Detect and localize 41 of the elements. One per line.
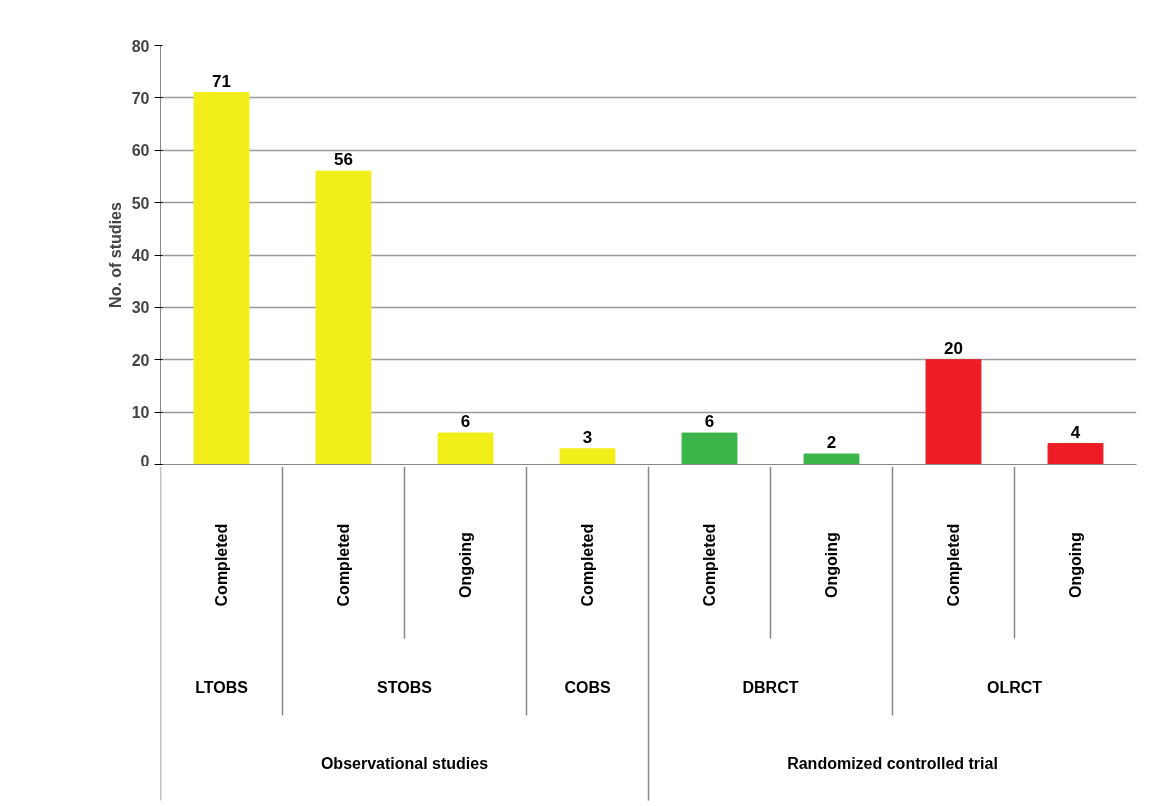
bar	[1047, 443, 1104, 465]
text: STOBS	[377, 679, 433, 696]
x-tick-label: Ongoing	[1067, 532, 1084, 598]
bar	[803, 453, 860, 465]
y-tick-label: 0	[140, 452, 150, 470]
data-label: 2	[826, 433, 837, 453]
bar	[681, 432, 738, 465]
y-axis-title: No. of studies	[106, 202, 124, 308]
bar	[193, 92, 250, 465]
data-label: 6	[460, 412, 471, 432]
text: DBRCT	[742, 679, 799, 696]
y-tick-label: 30	[131, 299, 150, 317]
x-tick-label: Completed	[579, 523, 596, 607]
y-tick-label: 20	[131, 351, 150, 369]
data-label: 71	[212, 71, 231, 91]
x-tick-label: Completed	[213, 523, 230, 607]
text: COBS	[564, 679, 611, 696]
data-label: 4	[1070, 422, 1081, 442]
x-tick-label: Completed	[945, 523, 962, 607]
y-tick-label: 80	[131, 37, 150, 55]
text: LTOBS	[195, 679, 249, 696]
text: OLRCT	[986, 679, 1043, 696]
bar	[925, 359, 982, 465]
y-tick-label: 60	[131, 142, 150, 160]
data-label: 6	[704, 412, 715, 432]
y-tick-label: 10	[131, 404, 150, 422]
text: Observational studies	[320, 755, 489, 773]
text: Randomized controlled trial	[787, 755, 998, 773]
x-tick-label: Ongoing	[823, 532, 840, 598]
x-tick-label: Completed	[701, 523, 718, 607]
bar	[315, 170, 372, 465]
bar	[559, 448, 616, 465]
data-label: 56	[334, 150, 353, 170]
bar	[437, 432, 494, 465]
x-tick-label: Ongoing	[457, 532, 474, 598]
y-tick-label: 40	[131, 247, 150, 264]
y-tick-label: 70	[131, 89, 150, 107]
data-label: 3	[582, 427, 593, 447]
x-tick-label: Completed	[335, 523, 352, 607]
y-tick-label: 50	[131, 194, 150, 212]
data-label: 20	[944, 338, 963, 358]
